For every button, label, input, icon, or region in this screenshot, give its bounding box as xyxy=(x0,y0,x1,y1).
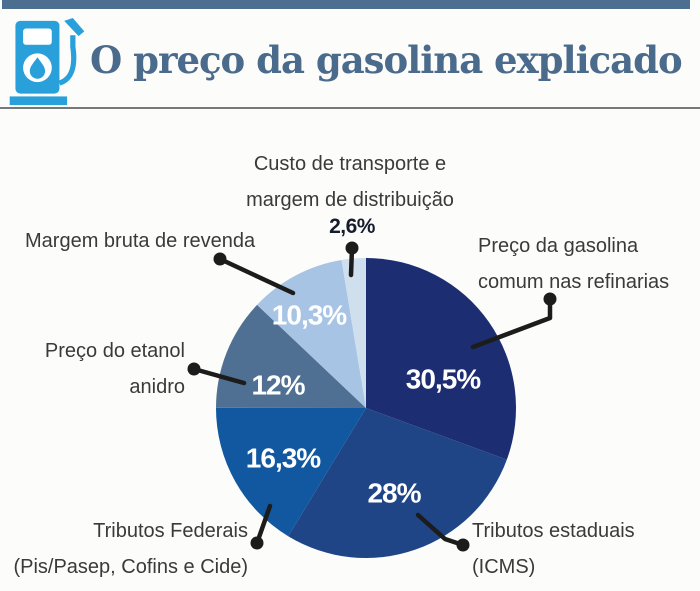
label-revenda: Margem bruta de revenda xyxy=(25,223,255,259)
callout-dot-etanol xyxy=(187,362,201,376)
callout-dot-icms xyxy=(456,538,470,552)
label-refinarias-line2: comum nas refinarias xyxy=(478,271,670,293)
label-federais-line2: (Pis/Pasep, Cofins e Cide) xyxy=(13,556,248,578)
fuel-pump-icon xyxy=(9,18,85,106)
label-etanol-line2: anidro xyxy=(129,376,185,398)
label-revenda-line1: Margem bruta de revenda xyxy=(25,230,256,252)
label-icms-line2: (ICMS) xyxy=(472,556,536,578)
callout-dot-revenda xyxy=(213,252,227,266)
slice-percent-label-5: 10,3% xyxy=(272,300,347,331)
pump-hose xyxy=(58,35,77,86)
callout-dot-federais xyxy=(250,536,264,550)
label-transporte-line1: Custo de transporte e xyxy=(253,153,447,175)
label-federais: Tributos Federais (Pis/Pasep, Cofins e C… xyxy=(0,513,248,585)
pie-slice-2 xyxy=(288,408,507,559)
pump-screen xyxy=(23,28,52,45)
callout-dot-transporte xyxy=(345,241,359,255)
label-federais-line1: Tributos Federais xyxy=(93,520,248,542)
label-etanol-line1: Preço do etanol xyxy=(44,340,185,362)
callout-dot-refinarias xyxy=(543,292,557,306)
slice-percent-label-3: 16,3% xyxy=(246,443,321,474)
pie-slice-1 xyxy=(366,258,517,460)
pie-slice-5 xyxy=(257,260,366,408)
callout-line-revenda xyxy=(217,256,296,296)
header-bar xyxy=(2,0,690,9)
slice-percent-label-1: 30,5% xyxy=(406,364,481,395)
callout-line-etanol xyxy=(191,366,247,386)
pie-slice-3 xyxy=(215,407,366,537)
pie-slice-6 xyxy=(341,258,366,408)
label-transporte: Custo de transporte e margem de distribu… xyxy=(212,146,488,218)
fuel-drop-icon xyxy=(29,57,46,79)
slice-percent-label-2: 28% xyxy=(367,478,421,509)
pump-base xyxy=(9,96,68,106)
label-etanol: Preço do etanol anidro xyxy=(0,333,185,405)
page-title: O preço da gasolina explicado xyxy=(90,38,683,82)
slice-percent-label-4: 12% xyxy=(251,370,305,401)
label-icms: Tributos estaduais (ICMS) xyxy=(472,513,635,585)
label-refinarias-line1: Preço da gasolina xyxy=(478,235,639,257)
pump-nozzle xyxy=(64,18,85,37)
label-refinarias: Preço da gasolina comum nas refinarias xyxy=(478,228,669,300)
callout-line-federais xyxy=(254,503,273,546)
pie-slice-4 xyxy=(216,304,366,408)
percent-label-transporte: 2,6% xyxy=(329,215,375,238)
label-transporte-line2: margem de distribuição xyxy=(246,189,454,211)
label-icms-line1: Tributos estaduais xyxy=(472,520,635,542)
header-divider xyxy=(0,107,700,109)
